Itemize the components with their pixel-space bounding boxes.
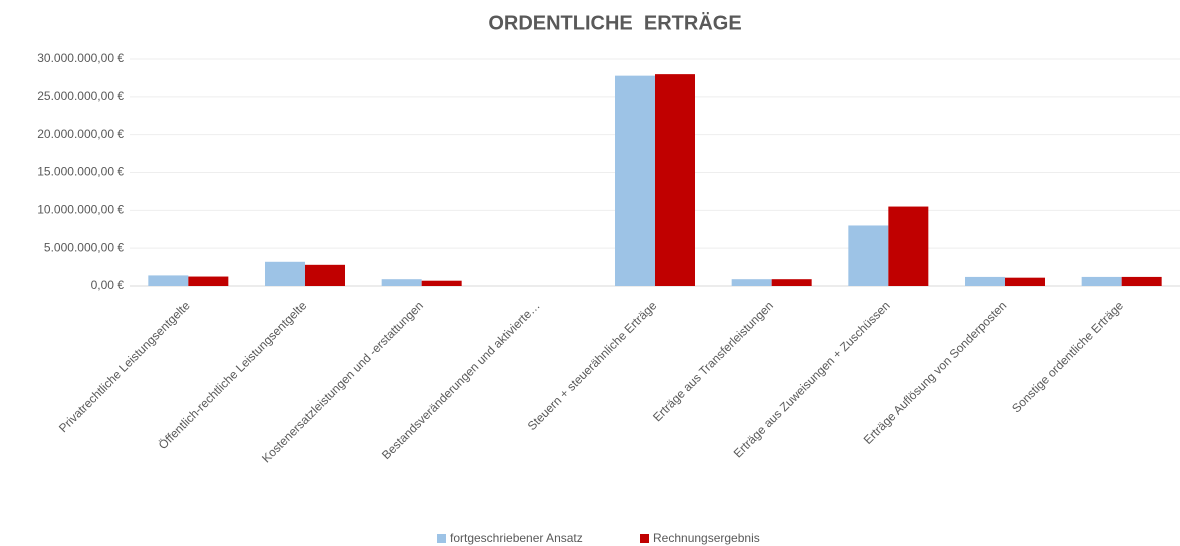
- bar: [731, 279, 772, 286]
- bar: [265, 261, 305, 286]
- x-tick-label: Erträge aus Transferleistungen: [650, 298, 776, 424]
- x-tick-label: Erträge Auflösung von Sonderposten: [861, 298, 1010, 447]
- y-tick-label: 0,00 €: [91, 278, 125, 292]
- bar: [848, 225, 889, 286]
- y-tick-label: 30.000.000,00 €: [37, 51, 124, 65]
- legend-label: fortgeschriebener Ansatz: [450, 531, 583, 545]
- bar: [188, 276, 229, 286]
- x-tick-label: Steuern + steuerähnliche Erträge: [525, 298, 660, 433]
- bar: [421, 280, 462, 286]
- bar: [965, 276, 1005, 286]
- legend-label: Rechnungsergebnis: [653, 531, 760, 545]
- bar: [381, 279, 422, 286]
- x-tick-label: Sonstige ordentliche Erträge: [1009, 298, 1126, 415]
- bar: [1081, 276, 1122, 286]
- bar: [615, 75, 655, 286]
- y-tick-label: 5.000.000,00 €: [44, 240, 124, 254]
- y-tick-label: 10.000.000,00 €: [37, 203, 124, 217]
- chart-title: ORDENTLICHE ERTRÄGE: [488, 11, 741, 34]
- legend-swatch: [437, 534, 446, 543]
- bar: [771, 279, 812, 286]
- bar: [1005, 277, 1045, 286]
- bar: [148, 275, 189, 286]
- x-tick-label: Privatrechtliche Leistungsentgelte: [56, 298, 193, 435]
- y-tick-label: 25.000.000,00 €: [37, 89, 124, 103]
- bar: [888, 206, 929, 286]
- bar: [1121, 276, 1162, 286]
- legend-swatch: [640, 534, 649, 543]
- y-tick-label: 15.000.000,00 €: [37, 165, 124, 179]
- y-tick-label: 20.000.000,00 €: [37, 127, 124, 141]
- bar: [655, 74, 695, 286]
- bar: [305, 264, 345, 286]
